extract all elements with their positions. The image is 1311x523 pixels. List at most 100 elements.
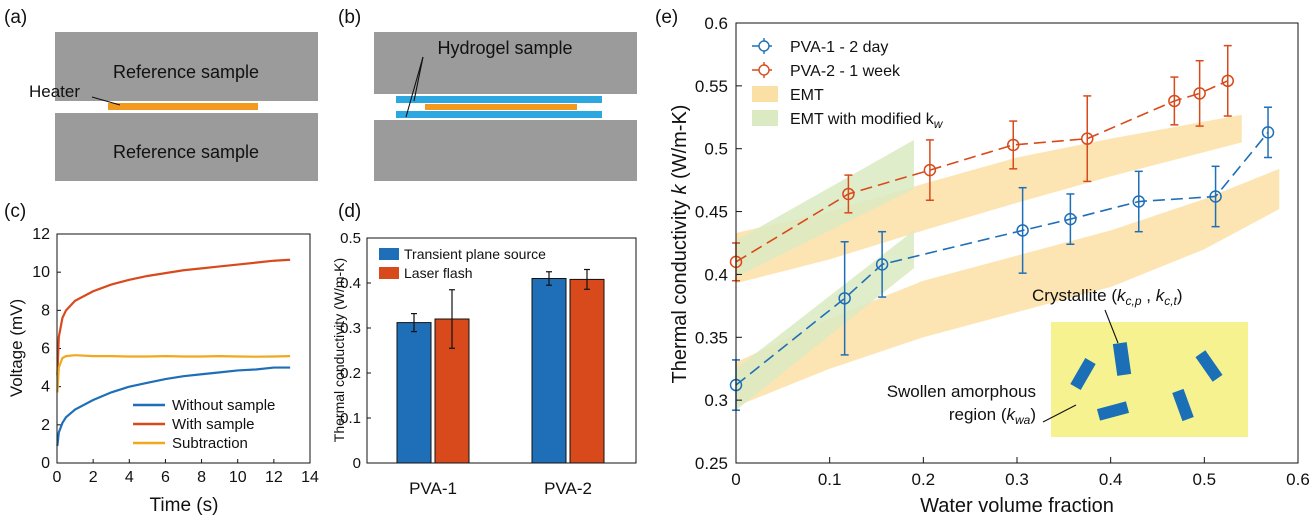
y-tick-label: 0 [41,455,50,472]
legend-label: EMT with modified kw [790,111,944,131]
legend-label: Transient plane source [404,246,546,262]
data-point [923,163,937,177]
crystallite-block [1195,350,1223,382]
bar [531,278,567,464]
heater-strip [108,103,258,110]
panel-d: (d) 0 0.1 0.2 0.3 0.4 0.5 PVA-1 PVA-2 Thermal … [331,201,637,498]
x-tick-label: 12 [265,469,283,486]
amorphous-leader-line [1042,404,1077,423]
y-tick-label: 0.35 [695,328,728,347]
y-tick-label: 0.45 [695,203,728,222]
heater-strip-b [425,104,577,110]
x-tick-label: 6 [161,469,170,486]
x-tick-label: 0.1 [818,470,842,489]
reference-top-label: Reference sample [113,62,259,82]
block-bottom [374,120,637,181]
hydrogel-sample-top [396,96,602,103]
series-line [56,258,291,376]
legend-label: PVA-1 - 2 day [790,39,888,56]
bar [396,322,432,464]
data-point [1193,87,1206,100]
data-point [842,187,855,201]
y-tick-label: 0.6 [704,14,728,33]
reference-bottom-label: Reference sample [113,142,259,162]
panel-c: (c) 0 2 4 6 8 10 12 14 0 2 4 6 8 10 12 Time (s) Voltag… [4,201,319,516]
model-band [736,168,1280,407]
heater-label: Heater [29,82,80,101]
x-tick-label: 0.6 [1286,470,1310,489]
x-tick-label: 0.3 [1005,470,1029,489]
x-tick-label: 0.2 [912,470,936,489]
panel-c-series [56,258,291,446]
legend-label: Without sample [172,397,275,414]
y-tick-label: 0.3 [704,391,728,410]
panel-c-y-axis-label: Voltage (mV) [7,299,26,397]
panel-c-axes-frame [56,233,311,464]
series-line [56,354,291,393]
amorphous-label-line2: region (kwa) [949,405,1036,427]
series-line [735,131,1269,386]
y-tick-label: 0.1 [340,410,361,427]
data-point [1007,138,1020,152]
panel-e-axes-frame [735,22,1299,464]
legend-label: EMT [790,87,824,104]
y-tick-label: 0.2 [340,365,361,382]
x-tick-label: 4 [125,469,134,486]
panel-e-y-axis-label: Thermal conductivity k (W/m-K) [669,105,691,384]
data-point [1081,132,1094,145]
crystallite-leader-line [1104,309,1119,344]
model-band [736,114,1242,284]
x-tick-label: 2 [89,469,98,486]
series-line [56,366,291,446]
legend-marker [758,64,770,76]
category-label: PVA-2 [544,479,592,498]
crystallite-block [1172,388,1194,422]
crystallite-block [1112,342,1132,376]
series-line [735,80,1229,263]
data-point [1132,195,1146,208]
x-tick-label: 0.4 [1099,470,1123,489]
model-band [736,139,914,277]
y-tick-label: 12 [32,226,50,243]
data-point [1016,224,1029,237]
legend-swatch [379,267,399,279]
y-tick-label: 0.4 [704,265,728,284]
hydrogel-sample-bottom [396,111,602,118]
y-tick-label: 2 [41,417,50,434]
panel-d-bars: PVA-1 PVA-2 [396,268,605,498]
crystallite-blocks [1070,342,1223,422]
legend-swatch [752,110,778,126]
y-tick-label: 10 [32,264,50,281]
crystallite-block [1070,358,1096,390]
panel-a-letter: (a) [4,7,27,28]
crystallite-inset: Crystallite (kc,p , kc,t) Swollen amorph… [887,286,1248,437]
y-tick-label: 0.4 [340,275,361,292]
panel-d-legend: Transient plane source Laser flash [379,246,546,281]
legend-label: Laser flash [404,265,472,281]
legend-swatch [752,86,778,102]
x-tick-label: 0 [53,469,62,486]
y-tick-label: 8 [41,302,50,319]
x-tick-label: 10 [229,469,247,486]
x-tick-label: 0 [731,470,740,489]
y-tick-label: 4 [41,379,50,396]
panel-c-x-axis-label: Time (s) [150,495,219,516]
data-point [1064,212,1077,226]
data-point [1209,190,1222,203]
panel-c-legend: Without sample With sample Subtraction [133,397,275,452]
hydrogel-sample-label: Hydrogel sample [437,38,572,58]
reference-block-bottom [55,113,318,181]
y-tick-label: 0.55 [695,77,728,96]
panel-e-legend: PVA-1 - 2 day PVA-2 - 1 week EMT EMT with m… [752,38,944,131]
x-tick-label: 0.5 [1193,470,1217,489]
category-label: PVA-1 [409,479,457,498]
panel-c-letter: (c) [4,201,26,222]
panel-d-letter: (d) [338,201,361,222]
sample-leader-line-1 [413,56,424,102]
y-tick-label: 0.5 [340,230,361,247]
panel-e: (e) 0 0.1 0.2 0.3 0.4 0.5 0.6 0.25 0.3 0.35 0.4 0.4… [655,7,1310,517]
panel-e-x-axis-label: Water volume fraction [920,495,1114,517]
amorphous-label-line1: Swollen amorphous [887,382,1036,401]
panel-d-ticks: 0 0.1 0.2 0.3 0.4 0.5 [340,230,371,472]
